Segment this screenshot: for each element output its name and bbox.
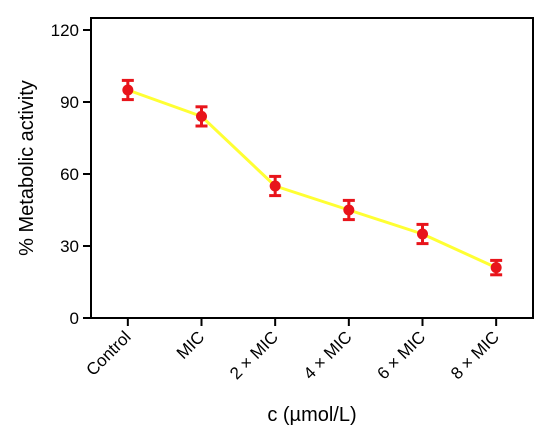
y-tick-label: 60 — [60, 165, 79, 184]
x-tick-label: 6 × MIC — [373, 327, 429, 383]
y-tick-label: 0 — [70, 309, 79, 328]
data-series — [121, 78, 503, 277]
y-axis-title: % Metabolic activity — [16, 80, 38, 256]
data-point — [122, 84, 134, 96]
x-axis-title: c (µmol/L) — [267, 404, 356, 426]
plot-frame — [90, 17, 534, 319]
x-tick-label: 8 × MIC — [447, 327, 503, 383]
x-tick-label: 4 × MIC — [300, 327, 356, 383]
x-tick-label: 2 × MIC — [226, 327, 282, 383]
y-tick-label: 30 — [60, 237, 79, 256]
y-tick-label: 90 — [60, 93, 79, 112]
x-tick-label: MIC — [173, 327, 208, 362]
data-point — [269, 180, 281, 192]
x-axis: Control MIC 2 × MIC 4 × MIC 6 × MIC 8 × MIC — [82, 318, 503, 383]
data-point — [490, 262, 502, 274]
y-axis: 0 30 60 90 120 — [51, 21, 91, 328]
data-point — [417, 228, 428, 240]
series-line — [127, 88, 497, 269]
data-point — [196, 110, 207, 122]
y-tick-label: 120 — [51, 21, 79, 40]
data-point — [343, 204, 355, 216]
x-tick-label: Control — [82, 327, 134, 379]
